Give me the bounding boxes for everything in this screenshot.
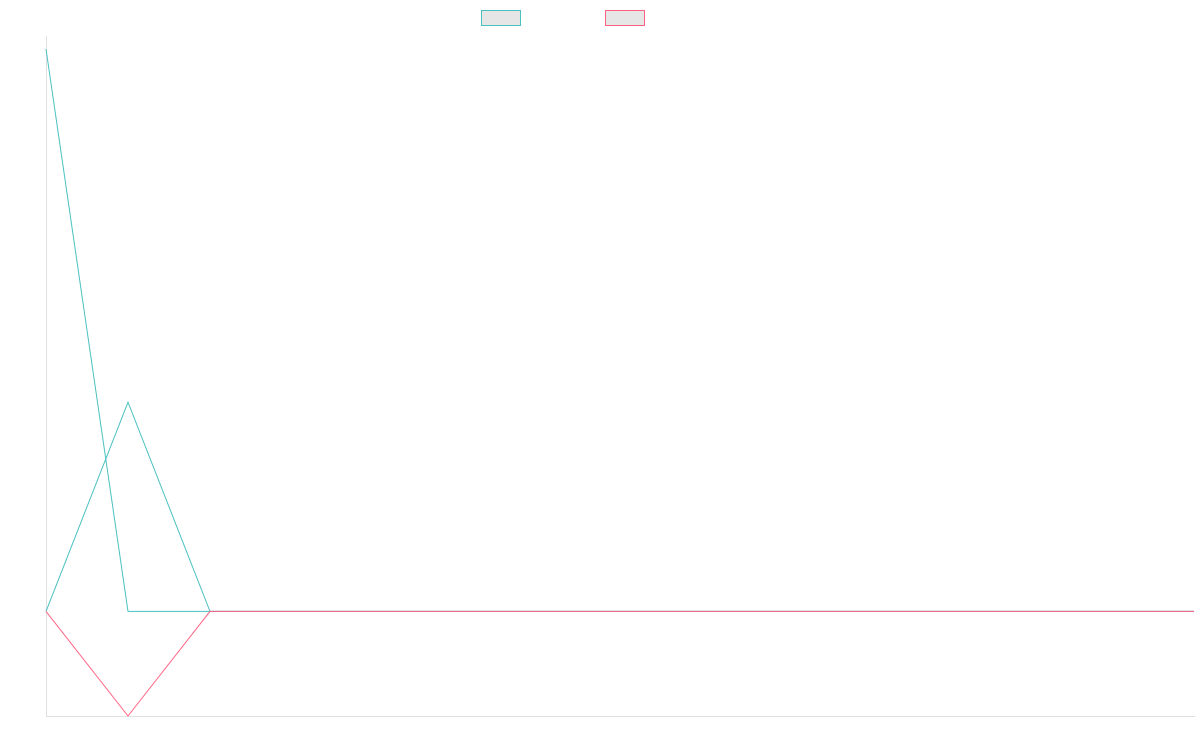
legend-swatch[interactable] [605,10,645,26]
legend-item-1[interactable] [481,10,521,26]
series-1-line [45,49,1194,612]
series-2-line [45,400,1194,612]
series-3-line [45,610,1194,717]
series-layer [45,49,1194,717]
axes [46,36,1195,717]
series-3 [45,610,1194,717]
legend-item-2[interactable] [605,10,645,26]
series-2 [45,400,1194,612]
legend-swatch[interactable] [481,10,521,26]
legend [481,10,645,26]
series-1 [45,49,1194,612]
